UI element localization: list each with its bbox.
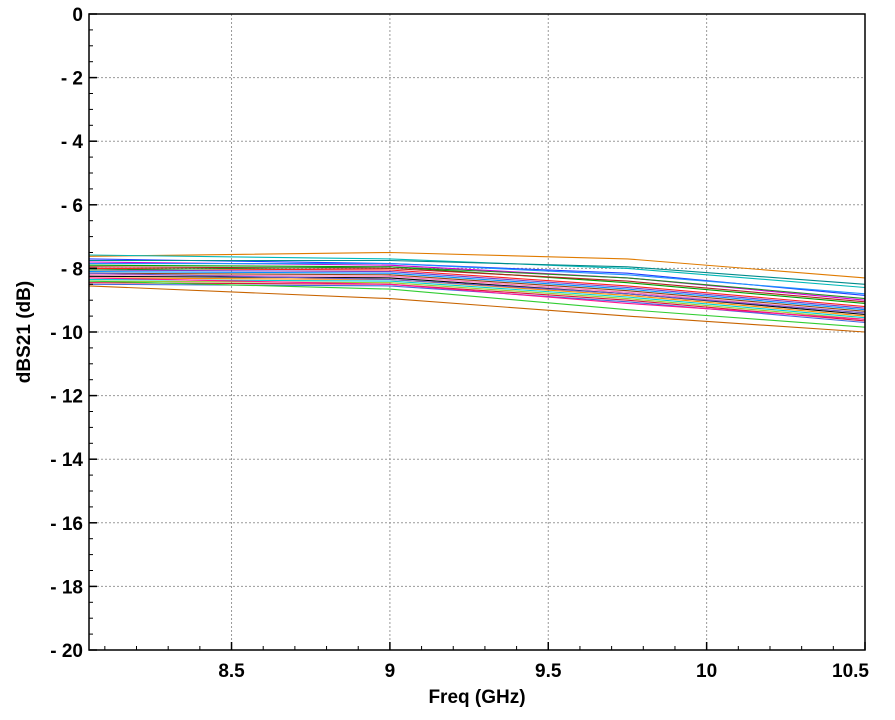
x-tick-label: 9 bbox=[385, 661, 396, 682]
x-tick-label: 8.5 bbox=[218, 661, 245, 682]
series-line bbox=[88, 282, 866, 322]
y-tick-label: - 8 bbox=[61, 259, 83, 280]
series-line bbox=[88, 269, 866, 309]
y-tick-label: 0 bbox=[72, 5, 83, 26]
series-line bbox=[89, 263, 866, 295]
series-line bbox=[88, 277, 866, 320]
series-line bbox=[88, 274, 866, 314]
series-line bbox=[88, 278, 866, 319]
series-line bbox=[88, 251, 866, 279]
x-tick-label: 9.5 bbox=[535, 661, 562, 682]
series-line bbox=[88, 267, 866, 308]
series-line bbox=[88, 272, 866, 312]
y-tick-label: - 4 bbox=[61, 132, 84, 153]
tick-labels: 0 - 2 - 4 - 6 - 8 - 10 - 12 - 14 - 16 - 18 - 20 8.5… bbox=[50, 5, 869, 682]
series-line bbox=[88, 272, 866, 314]
x-axis-title: Freq (GHz) bbox=[428, 687, 525, 708]
y-tick-label: - 12 bbox=[50, 387, 83, 408]
y-tick-label: - 10 bbox=[50, 323, 83, 344]
series-line bbox=[88, 277, 866, 317]
series-line bbox=[88, 266, 866, 300]
series-line bbox=[88, 280, 866, 320]
series-line bbox=[88, 266, 866, 303]
series-line bbox=[88, 275, 866, 316]
y-tick-label: - 20 bbox=[50, 641, 83, 662]
y-axis-title: dBS21 (dB) bbox=[14, 281, 35, 383]
y-tick-label: - 18 bbox=[50, 577, 83, 598]
series-line bbox=[88, 271, 866, 311]
ticks bbox=[89, 13, 866, 651]
y-tick-label: - 2 bbox=[61, 69, 83, 90]
x-tick-label: 10 bbox=[696, 661, 717, 682]
series-lines bbox=[88, 251, 866, 333]
series-line bbox=[88, 285, 866, 333]
y-tick-label: - 14 bbox=[50, 450, 83, 471]
y-tick-label: - 16 bbox=[50, 514, 83, 535]
series-line bbox=[88, 280, 866, 328]
x-tick-label: 10.5 bbox=[832, 661, 869, 682]
series-line bbox=[89, 259, 866, 285]
y-tick-label: - 6 bbox=[61, 196, 83, 217]
